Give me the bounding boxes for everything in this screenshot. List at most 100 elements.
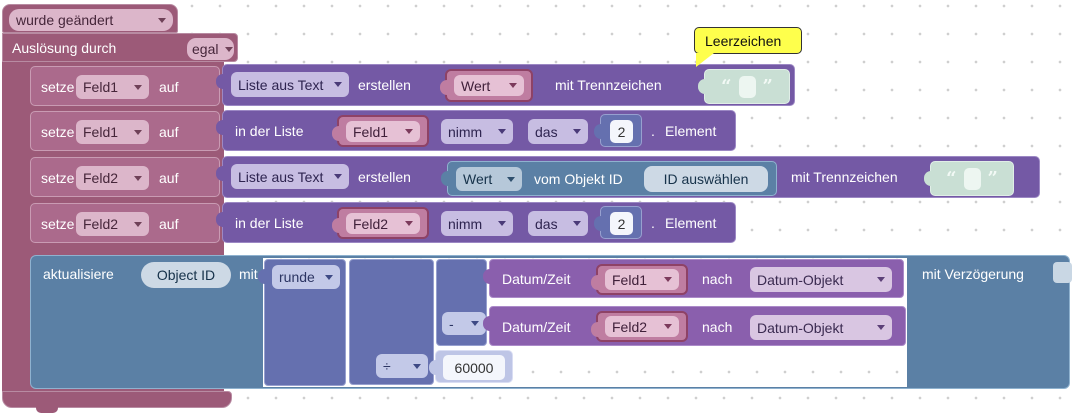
separator-label: mit Trennzeichen	[555, 77, 662, 93]
object-id-picker-button[interactable]: ID auswählen	[644, 166, 768, 192]
variable-dropdown[interactable]: Feld1	[76, 75, 149, 99]
value-attr-dropdown[interactable]: Wert	[456, 167, 522, 191]
connector-tab	[258, 269, 266, 284]
get-object-value-block[interactable]: Wert vom Objekt ID ID auswählen	[441, 161, 777, 196]
set-to-keyword: auf	[159, 124, 179, 140]
list-get-block-1[interactable]: in der Liste Feld1 nimm das 2 . Element	[216, 110, 736, 151]
trigger-block-foot[interactable]	[2, 391, 232, 408]
list-mode-dropdown[interactable]: Liste aus Text	[231, 72, 349, 97]
connector-tab	[332, 218, 340, 233]
delay-label: mit Verzögerung	[922, 266, 1024, 282]
variable-get-dropdown[interactable]: Feld2	[346, 213, 420, 234]
connector-tab	[483, 316, 491, 331]
math-round-block[interactable]: runde	[258, 259, 346, 386]
set-variable-block-3[interactable]: setze Feld2 auf	[30, 157, 220, 197]
math-divide-block[interactable]: ÷	[349, 259, 434, 385]
comment-text: Leerzeichen	[705, 32, 782, 49]
text-input[interactable]	[963, 167, 981, 190]
number-input[interactable]: 2	[610, 212, 633, 235]
chevron-down-icon	[471, 321, 479, 326]
set-variable-block-2[interactable]: setze Feld1 auf	[30, 111, 220, 151]
text-shadow-block[interactable]: “ ”	[924, 161, 1014, 196]
date-target-dropdown[interactable]: Datum-Objekt	[750, 315, 892, 340]
divisor-input[interactable]: 60000	[443, 355, 505, 380]
variable-get-block[interactable]: Feld2	[332, 207, 429, 239]
list-ordinal-dropdown[interactable]: das	[528, 211, 588, 236]
datetime-convert-block-2[interactable]: Datum/Zeit Feld2 nach Datum-Objekt	[483, 306, 906, 346]
trigger-mode-value: egal	[192, 41, 219, 57]
set-variable-block-1[interactable]: setze Feld1 auf	[30, 66, 220, 106]
variable-get-dropdown[interactable]: Feld1	[346, 121, 420, 142]
trigger-condition-row[interactable]: Auslösung durch egal	[2, 33, 238, 62]
trigger-event-dropdown[interactable]: wurde geändert	[9, 9, 173, 31]
connector-tab	[698, 79, 706, 94]
variable-dropdown[interactable]: Feld1	[76, 120, 149, 144]
list-create-keyword: erstellen	[358, 77, 411, 93]
text-input[interactable]	[738, 75, 756, 98]
dot-label: .	[651, 215, 655, 231]
variable-dropdown[interactable]: Feld2	[76, 166, 149, 190]
chevron-down-icon	[334, 174, 342, 179]
set-to-keyword: auf	[159, 170, 179, 186]
list-ordinal-dropdown[interactable]: das	[528, 119, 588, 144]
update-object-block[interactable]: aktualisiere Object ID mit mit Verzögeru…	[30, 255, 1072, 389]
number-input[interactable]: 2	[610, 120, 633, 143]
variable-get-block[interactable]: Wert	[440, 69, 533, 102]
date-target-dropdown[interactable]: Datum-Objekt	[750, 267, 892, 292]
connector-tab	[441, 171, 449, 186]
variable-value: Feld2	[83, 216, 119, 232]
variable-get-block[interactable]: Feld2	[591, 311, 688, 342]
list-op-dropdown[interactable]: nimm	[441, 211, 513, 236]
divide-op-value: ÷	[383, 358, 391, 374]
divisor-shadow-block[interactable]: 60000	[429, 350, 513, 383]
math-minus-block[interactable]: -	[436, 259, 487, 346]
number-shadow-block[interactable]: 2	[594, 206, 642, 239]
chevron-down-icon	[498, 129, 506, 134]
chevron-down-icon	[134, 129, 142, 135]
list-ordinal-value: das	[535, 215, 558, 232]
chevron-down-icon	[405, 221, 413, 226]
list-mode-value: Liste aus Text	[238, 168, 324, 185]
element-label: Element	[665, 123, 717, 139]
variable-get-block[interactable]: Feld1	[591, 264, 688, 295]
list-ordinal-value: das	[535, 123, 558, 140]
trigger-mode-dropdown[interactable]: egal	[187, 38, 234, 60]
connector-tab	[216, 74, 224, 89]
list-op-dropdown[interactable]: nimm	[441, 119, 513, 144]
chevron-down-icon	[134, 175, 142, 181]
open-quote-icon: “	[721, 75, 732, 97]
set-keyword: setze	[41, 79, 75, 95]
set-variable-block-4[interactable]: setze Feld2 auf	[30, 203, 220, 243]
variable-get-dropdown[interactable]: Feld1	[605, 269, 679, 290]
connector-tab	[440, 80, 448, 95]
round-op-dropdown[interactable]: runde	[272, 265, 340, 289]
list-from-text-block-1[interactable]: Liste aus Text erstellen Wert mit Trennz…	[216, 64, 795, 106]
variable-get-dropdown[interactable]: Feld2	[605, 316, 679, 337]
list-get-block-2[interactable]: in der Liste Feld2 nimm das 2 . Element	[216, 202, 736, 243]
variable-get-block[interactable]: Feld1	[332, 115, 429, 147]
to-label: nach	[702, 271, 733, 287]
chevron-down-icon	[325, 274, 333, 280]
value-attr: Wert	[463, 171, 493, 187]
divide-op-dropdown[interactable]: ÷	[376, 354, 428, 378]
variable-get-dropdown[interactable]: Wert	[454, 75, 524, 96]
delay-checkbox[interactable]	[1053, 262, 1072, 283]
number-shadow-block[interactable]: 2	[594, 114, 642, 147]
minus-op-dropdown[interactable]: -	[442, 312, 486, 335]
chevron-down-icon	[225, 46, 234, 52]
chevron-down-icon	[573, 221, 581, 226]
connector-tab	[429, 360, 437, 375]
list-mode-dropdown[interactable]: Liste aus Text	[231, 164, 349, 189]
object-id-field[interactable]: Object ID	[141, 262, 231, 288]
comment-bubble[interactable]: Leerzeichen	[694, 27, 802, 54]
chevron-down-icon	[498, 221, 506, 226]
text-shadow-block[interactable]: “ ”	[698, 69, 790, 104]
datetime-convert-block-1[interactable]: Datum/Zeit Feld1 nach Datum-Objekt	[483, 259, 904, 298]
variable-dropdown[interactable]: Feld2	[76, 212, 149, 236]
chevron-down-icon	[664, 324, 672, 329]
trigger-block[interactable]: wurde geändert	[2, 4, 178, 33]
value-input-hole: runde ÷ - 60000	[258, 258, 907, 387]
list-from-text-block-2[interactable]: Liste aus Text erstellen Wert vom Objekt…	[216, 156, 1040, 198]
set-keyword: setze	[41, 216, 75, 232]
